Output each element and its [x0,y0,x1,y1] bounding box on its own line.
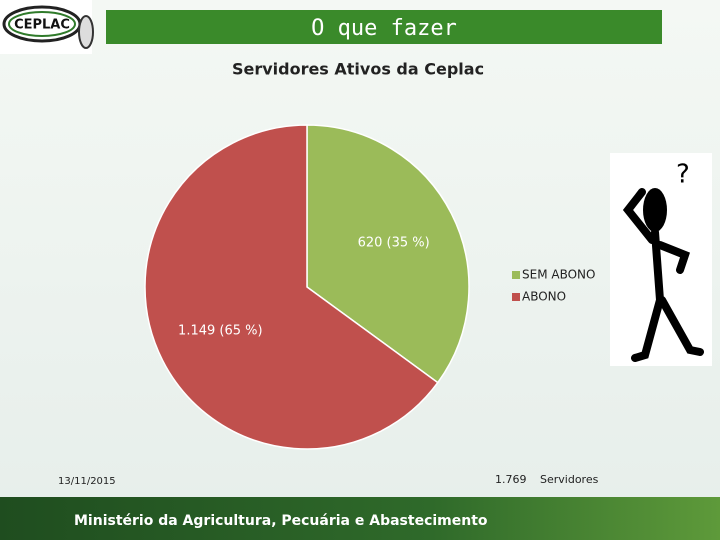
data-label: 1.149 (65 %) [178,323,263,338]
svg-text:?: ? [676,160,690,190]
logo-text: CEPLAC [14,18,70,33]
figure: ? [610,153,712,366]
slide-title: O que fazer [311,16,457,41]
data-label: 620 (35 %) [358,236,430,251]
total-unit: Servidores [540,473,599,486]
pie: 620 (35 %) 1.149 (65 %) [144,124,470,450]
legend-label: ABONO [522,290,566,304]
pie-slice [144,124,439,450]
footer-band [0,497,720,540]
logo: CEPLAC [0,0,94,54]
legend-swatch [512,293,520,301]
pie-slice [306,124,470,384]
total-number: 1.769 [495,473,527,486]
legend-label: SEM ABONO [522,268,595,282]
date: 13/11/2015 [58,476,116,487]
header-inner [110,12,659,42]
legend-swatch [512,271,520,279]
footer-text: Ministério da Agricultura, Pecuária e Ab… [74,513,488,529]
chart-title: Servidores Ativos da Ceplac [232,60,484,79]
